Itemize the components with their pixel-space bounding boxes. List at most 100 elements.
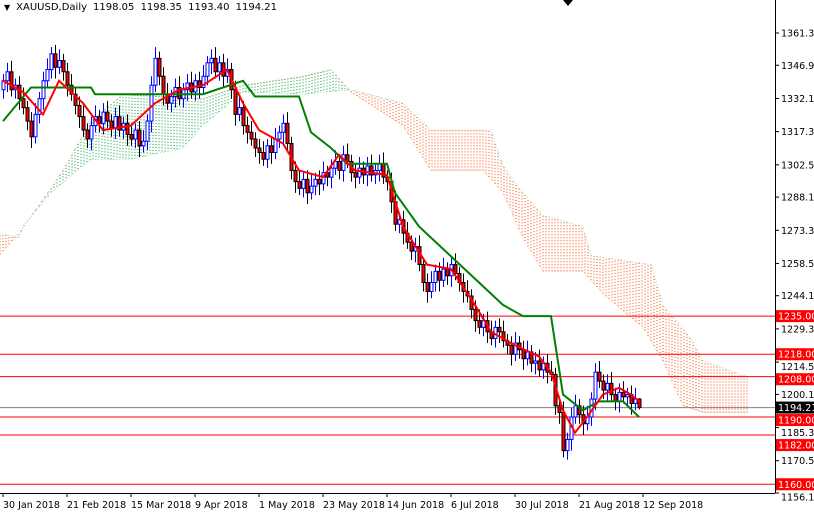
candle-body	[573, 405, 578, 418]
candle-body	[53, 53, 58, 68]
candle	[117, 105, 122, 137]
candle-body	[345, 154, 350, 162]
chart-header: ▼ XAUUSD,Daily 1198.05 1198.35 1193.40 1…	[4, 2, 280, 13]
candle	[433, 264, 438, 292]
candle-body	[605, 382, 610, 391]
candle-body	[185, 82, 190, 91]
price-tick-label: 1185.30	[781, 428, 814, 439]
time-tick-label: 21 Aug 2018	[579, 500, 640, 511]
candle-body	[257, 147, 262, 153]
candle	[301, 172, 306, 198]
candle-body	[133, 129, 138, 140]
candle-body	[509, 344, 514, 355]
candle	[309, 174, 314, 200]
candle	[285, 112, 290, 151]
candle	[421, 257, 426, 292]
time-tick-label: 21 Feb 2018	[67, 500, 126, 511]
level-price-label: 1190.00	[778, 416, 814, 427]
price-tick-label: 1229.30	[781, 324, 814, 335]
candle	[37, 91, 42, 124]
candle-body	[141, 140, 146, 147]
candle-body	[357, 167, 362, 178]
candle-body	[261, 151, 266, 160]
time-tick-label: 6 Jul 2018	[451, 500, 499, 511]
candle-body	[513, 342, 518, 355]
candle	[209, 49, 214, 75]
candle	[353, 163, 358, 189]
ohlc-close: 1194.21	[235, 2, 278, 13]
candle-body	[425, 282, 430, 292]
triangle-down-icon[interactable]: ▼	[4, 3, 11, 12]
time-tick-label: 23 May 2018	[323, 500, 385, 511]
senkou-a-line	[0, 69, 747, 413]
candle	[425, 273, 430, 303]
candle-body	[309, 185, 314, 194]
level-price-label: 1208.00	[778, 375, 814, 386]
time-tick-label: 30 Jan 2018	[3, 500, 60, 511]
price-tick-label: 1244.10	[781, 291, 814, 302]
candle-body	[5, 71, 10, 82]
price-tick-label: 1214.50	[781, 362, 814, 373]
candle	[153, 47, 158, 92]
candle-body	[369, 165, 374, 176]
candle	[529, 345, 534, 373]
candle	[293, 161, 298, 193]
candle	[625, 387, 630, 406]
candle	[181, 82, 186, 108]
candle-body	[593, 371, 598, 400]
candle	[497, 318, 502, 344]
kijun-sen-line	[2, 79, 640, 418]
candle-body	[305, 178, 310, 194]
candle-body	[533, 360, 538, 364]
current-price-label: 1194.21	[778, 403, 814, 414]
candle-body	[609, 382, 614, 396]
candle-body	[205, 62, 210, 77]
level-price-label: 1218.00	[778, 350, 814, 361]
candle-body	[241, 107, 246, 127]
candle	[97, 109, 102, 133]
candle	[65, 62, 70, 97]
candle	[41, 71, 46, 110]
candle-body	[125, 122, 130, 136]
candle-body	[213, 57, 218, 73]
candle	[29, 112, 34, 148]
candle-body	[161, 75, 166, 95]
candle-body	[197, 80, 202, 88]
candle	[105, 100, 110, 128]
current-price-badge	[776, 401, 814, 414]
candle-body	[521, 349, 526, 360]
candle-body	[577, 405, 582, 416]
time-tick-label: 9 Apr 2018	[195, 500, 248, 511]
candle	[445, 262, 450, 285]
candle-body	[281, 122, 286, 133]
candle	[53, 44, 58, 79]
price-tick-label: 1346.90	[781, 61, 814, 72]
candle-body	[501, 331, 506, 342]
tenkan-sen-line	[2, 68, 640, 435]
candle-body	[113, 116, 118, 129]
candle-body	[81, 116, 86, 131]
ohlc-open: 1198.05	[93, 2, 135, 13]
candle	[145, 114, 150, 151]
candle	[381, 152, 386, 184]
candle	[341, 145, 346, 182]
candle	[413, 237, 418, 263]
candle-body	[297, 181, 302, 189]
candle	[253, 132, 258, 157]
candle-body	[105, 111, 110, 122]
candles	[1, 44, 642, 460]
candle	[85, 123, 90, 148]
candle	[525, 340, 530, 366]
candle-body	[537, 360, 542, 371]
candle	[621, 381, 626, 404]
candle	[377, 154, 382, 182]
candle	[469, 289, 474, 319]
candle-body	[61, 60, 66, 73]
candle-body	[637, 398, 642, 409]
candle	[205, 56, 210, 86]
candle-body	[337, 160, 342, 171]
candle-body	[253, 138, 258, 149]
candle-body	[293, 169, 298, 183]
ichimoku-lines	[2, 68, 640, 435]
